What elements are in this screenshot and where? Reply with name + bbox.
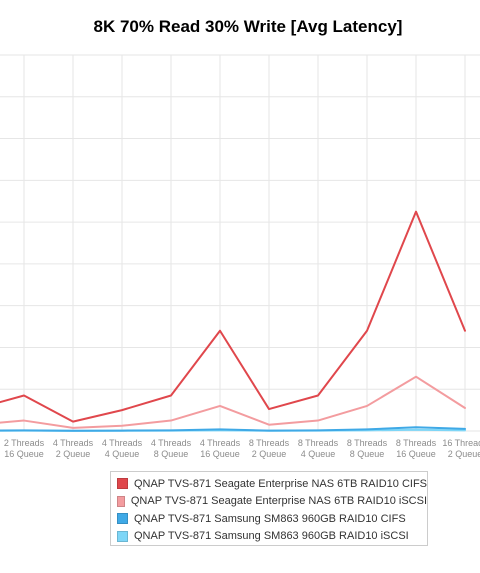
x-tick-label: 8 Queue: [154, 449, 189, 459]
legend-item[interactable]: QNAP TVS-871 Seagate Enterprise NAS 6TB …: [117, 493, 427, 511]
x-tick-label: 4 Threads: [102, 438, 143, 448]
x-tick-label: 8 Queue: [350, 449, 385, 459]
x-tick-label: 8 Threads: [347, 438, 388, 448]
chart-title: 8K 70% Read 30% Write [Avg Latency]: [93, 17, 403, 36]
legend-label: QNAP TVS-871 Samsung SM863 960GB RAID10 …: [134, 530, 409, 543]
x-tick-label: 16 Threads: [442, 438, 480, 448]
legend-item[interactable]: QNAP TVS-871 Samsung SM863 960GB RAID10 …: [117, 510, 427, 528]
x-tick-label: 4 Threads: [53, 438, 94, 448]
grid: [0, 54, 480, 432]
x-tick-label: 16 Queue: [200, 449, 240, 459]
legend-item[interactable]: QNAP TVS-871 Seagate Enterprise NAS 6TB …: [117, 475, 427, 493]
x-tick-label: 2 Queue: [448, 449, 480, 459]
x-tick-label: 16 Queue: [396, 449, 436, 459]
legend-label: QNAP TVS-871 Samsung SM863 960GB RAID10 …: [134, 512, 406, 525]
x-tick-label: 2 Queue: [252, 449, 287, 459]
x-tick-label: 4 Threads: [151, 438, 192, 448]
series-line: [0, 426, 466, 432]
legend-label: QNAP TVS-871 Seagate Enterprise NAS 6TB …: [133, 477, 427, 490]
series-line: [0, 210, 466, 423]
legend-swatch: [117, 513, 128, 525]
x-tick-label: 8 Threads: [298, 438, 339, 448]
legend-swatch: [117, 478, 128, 490]
legend-swatch: [117, 495, 125, 507]
x-tick-label: 8 Threads: [396, 438, 437, 448]
legend: QNAP TVS-871 Seagate Enterprise NAS 6TB …: [110, 471, 428, 546]
legend-label: QNAP TVS-871 Seagate Enterprise NAS 6TB …: [130, 495, 427, 508]
series-lines: [0, 210, 466, 432]
x-tick-label: 2 Threads: [4, 438, 45, 448]
x-tick-label: 16 Queue: [4, 449, 44, 459]
x-tick-label: 8 Threads: [249, 438, 290, 448]
x-tick-label: 4 Threads: [200, 438, 241, 448]
x-tick-label: 4 Queue: [105, 449, 140, 459]
x-tick-label: 4 Queue: [301, 449, 336, 459]
legend-swatch: [117, 530, 128, 542]
x-tick-label: 2 Queue: [56, 449, 91, 459]
series-line: [0, 375, 466, 429]
legend-item[interactable]: QNAP TVS-871 Samsung SM863 960GB RAID10 …: [117, 528, 427, 546]
